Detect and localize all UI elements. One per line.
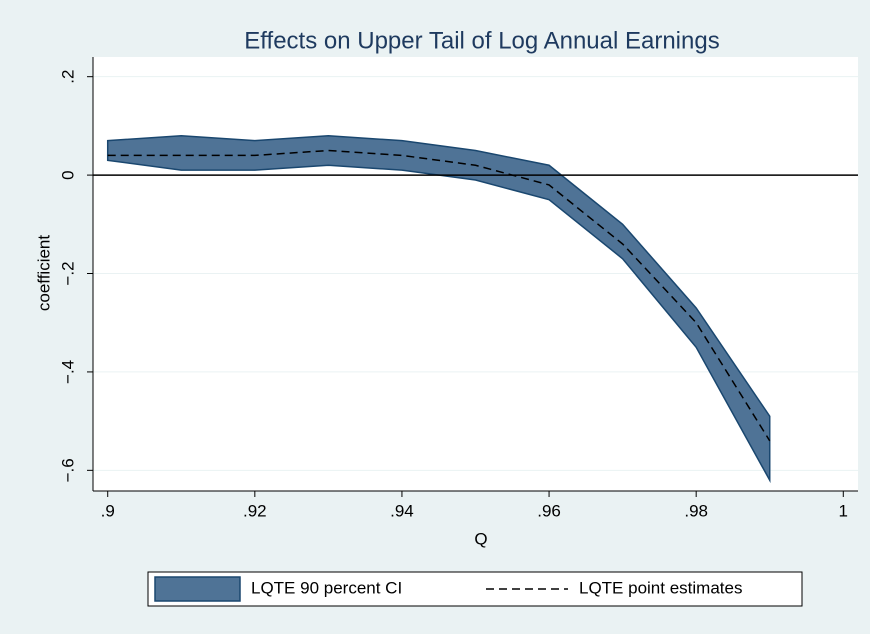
legend-label: LQTE point estimates xyxy=(579,578,742,597)
x-tick-label: .9 xyxy=(101,501,115,520)
y-tick-label: −.4 xyxy=(58,360,77,384)
ci-band xyxy=(106,134,771,484)
y-axis-title: coefficient xyxy=(34,235,53,312)
chart-title: Effects on Upper Tail of Log Annual Earn… xyxy=(244,27,719,54)
y-tick-label: .2 xyxy=(58,70,77,84)
legend-swatch xyxy=(154,576,241,602)
x-tick-label: .92 xyxy=(243,501,267,520)
legend-box xyxy=(147,571,803,607)
y-tick-label: −.2 xyxy=(58,261,77,285)
y-tick-label: 0 xyxy=(58,170,77,179)
point-estimate-line xyxy=(107,149,771,442)
legend-label: LQTE 90 percent CI xyxy=(251,578,402,597)
x-tick-label: .96 xyxy=(537,501,561,520)
x-axis-title: Q xyxy=(474,529,487,548)
y-tick-label: −.6 xyxy=(58,458,77,482)
x-tick-label: .98 xyxy=(684,501,708,520)
x-tick-label: .94 xyxy=(390,501,414,520)
x-tick-label: 1 xyxy=(839,501,848,520)
